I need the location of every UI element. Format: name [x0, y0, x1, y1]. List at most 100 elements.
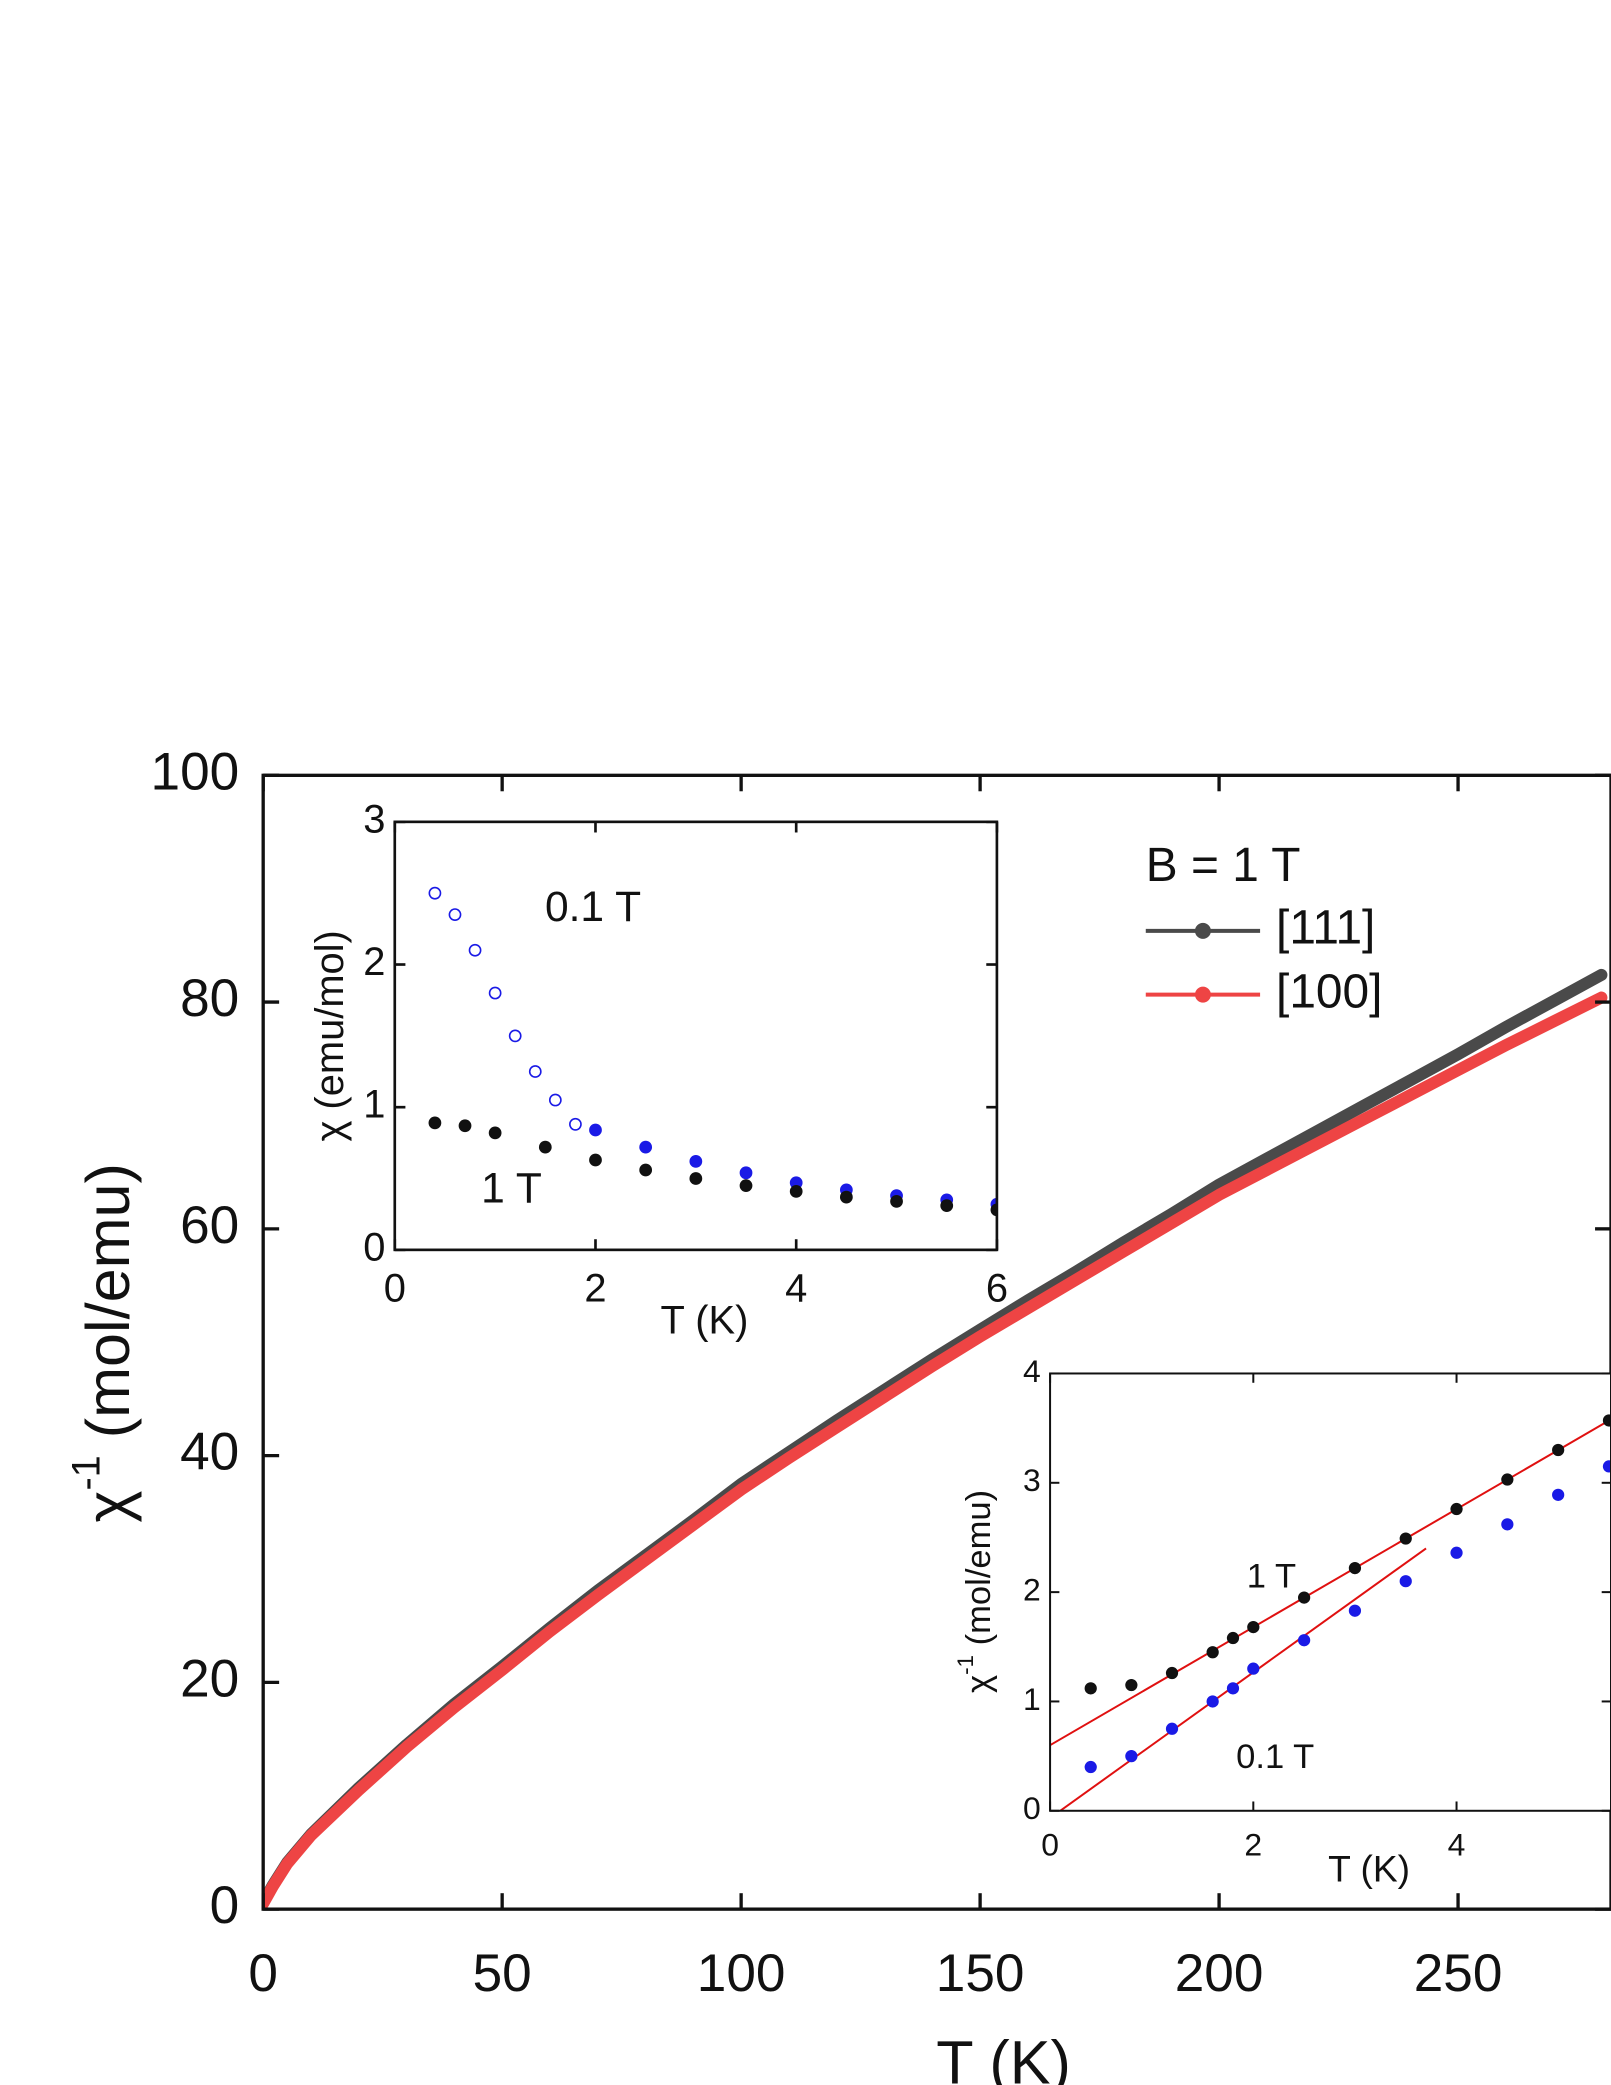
series-annotation: 0.1 T [1236, 1738, 1314, 1776]
data-point [589, 1153, 602, 1167]
data-point [589, 1123, 602, 1137]
data-point [1450, 1502, 1463, 1516]
data-point [1399, 1575, 1412, 1588]
plot [1050, 1414, 1611, 1811]
x-tick-label: 0 [248, 1944, 278, 2003]
x-tick-label: 150 [936, 1944, 1025, 2003]
data-point [1165, 1722, 1179, 1735]
data-point [1298, 1634, 1311, 1647]
data-point [1247, 1620, 1260, 1634]
data-point [1125, 1678, 1138, 1692]
x-tick-label: 100 [697, 1944, 786, 2003]
y-tick-label: 3 [1023, 1462, 1041, 1498]
y-tick-label: 3 [363, 797, 385, 841]
x-tick-label: 6 [986, 1267, 1008, 1311]
y-label-symbol: χ [74, 1491, 142, 1523]
data-point [488, 1126, 502, 1140]
y-label-sup: -1 [953, 1655, 978, 1675]
data-point [1226, 1631, 1240, 1645]
data-point [890, 1194, 903, 1208]
data-point [1206, 1646, 1219, 1659]
data-point [428, 886, 442, 900]
data-point [639, 1140, 653, 1154]
x-tick-label: 2 [584, 1267, 606, 1311]
plot-frame [1049, 1372, 1611, 1812]
legend-label: [111] [1276, 901, 1375, 954]
data-point [548, 1093, 562, 1107]
data-point [1399, 1532, 1412, 1545]
legend-label: [100] [1276, 965, 1382, 1018]
data-point [1226, 1682, 1240, 1695]
series-annotation: 1 T [1247, 1557, 1296, 1595]
fit-line [1059, 1547, 1427, 1811]
x-tick-label: 50 [473, 1944, 532, 2003]
y-tick-label: 4 [1023, 1353, 1041, 1389]
x-tick-label: 0 [384, 1267, 406, 1311]
data-point [1602, 1460, 1611, 1473]
x-axis-label: T (K) [1328, 1848, 1410, 1890]
y-tick-label: 20 [180, 1649, 239, 1708]
data-point [1247, 1662, 1260, 1675]
data-point [1298, 1591, 1311, 1604]
data-point [789, 1184, 803, 1198]
data-point [468, 943, 482, 957]
x-axis-label: T (K) [661, 1298, 749, 1342]
y-tick-label: 2 [363, 940, 385, 984]
data-point [1501, 1473, 1514, 1486]
data-point [428, 1116, 442, 1130]
y-tick-label: 80 [180, 969, 239, 1028]
panel: 0 2 4 0 1 2 3 4 T (K) χ-1 (mol/emu) 1 T 0.1 T [953, 1353, 1611, 1890]
y-label-unit: (mol/emu) [960, 1490, 998, 1655]
series-annotation: 0.1 T [545, 883, 641, 931]
data-point [689, 1172, 703, 1185]
x-tick-label: 4 [1448, 1826, 1466, 1862]
y-axis-label: χ-1 (mol/emu) [64, 1163, 142, 1523]
legend-marker [1194, 986, 1211, 1003]
y-tick-label: 1 [1023, 1681, 1041, 1717]
y-tick-label: 0 [210, 1876, 240, 1935]
data-point [508, 1029, 522, 1043]
data-curve [263, 991, 1608, 1910]
data-point [1125, 1750, 1138, 1763]
data-point [739, 1179, 753, 1193]
data-point [739, 1166, 753, 1180]
x-tick-label: 4 [785, 1267, 807, 1311]
plot [263, 968, 1608, 1910]
x-tick-label: 250 [1414, 1944, 1503, 2003]
fit-line [1050, 1418, 1611, 1747]
y-tick-label: 0 [1023, 1790, 1041, 1826]
x-tick-label: 200 [1175, 1944, 1264, 2003]
x-tick-label: 0 [1041, 1826, 1059, 1862]
data-point [689, 1155, 703, 1168]
data-point [1552, 1443, 1565, 1457]
data-point [1348, 1604, 1362, 1617]
y-label-unit: (mol/emu) [74, 1163, 142, 1455]
plot-area [1050, 1373, 1611, 1811]
data-point [1501, 1518, 1514, 1531]
data-point [940, 1199, 954, 1213]
series-annotation: 1 T [481, 1165, 542, 1213]
legend-marker [1194, 922, 1211, 939]
y-axis-label: χ (emu/mol) [308, 930, 352, 1141]
data-point [1206, 1695, 1219, 1708]
plot-frame [261, 773, 1611, 1911]
y-tick-label: 40 [180, 1423, 239, 1482]
legend-title: B = 1 T [1146, 839, 1301, 892]
y-tick-label: 1 [363, 1083, 385, 1127]
data-point [528, 1065, 542, 1078]
data-point [448, 908, 462, 921]
data-point [839, 1190, 853, 1204]
panel: 0 2 4 6 0 1 2 3 T (K) χ (emu/mol) 0.1 T 1 T [308, 797, 1008, 1342]
y-label-symbol: χ [960, 1675, 998, 1693]
data-point [538, 1140, 552, 1154]
y-label-sup: -1 [64, 1455, 108, 1490]
data-point [1450, 1546, 1463, 1559]
data-point [458, 1119, 472, 1133]
data-point [569, 1117, 582, 1131]
data-point [639, 1163, 653, 1177]
data-point [1552, 1488, 1565, 1501]
data-point [1084, 1682, 1097, 1695]
data-point [1165, 1666, 1179, 1680]
y-tick-label: 2 [1023, 1572, 1041, 1608]
